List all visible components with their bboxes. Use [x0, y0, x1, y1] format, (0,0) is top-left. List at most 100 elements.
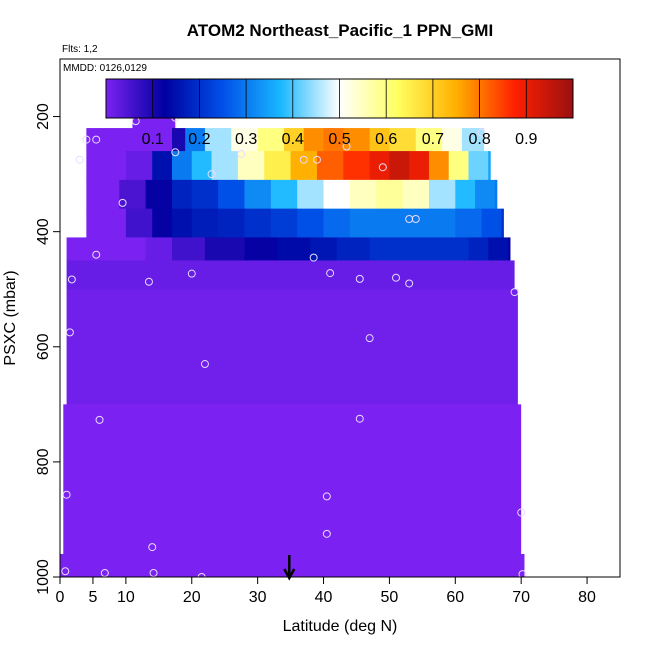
heatmap-cell — [244, 208, 272, 238]
heatmap-cell — [415, 128, 443, 152]
heatmap-cell — [310, 237, 338, 261]
heatmap-cell — [369, 237, 404, 261]
heatmap-cell — [191, 208, 219, 238]
heatmap-cell — [481, 128, 485, 152]
heatmap-cell — [218, 179, 245, 210]
observation-point — [200, 360, 209, 369]
heatmap-cell — [290, 151, 318, 181]
heatmap-cell — [125, 151, 153, 181]
observation-point — [322, 492, 331, 501]
observation-point — [363, 579, 370, 586]
chart-title: ATOM2 Northeast_Pacific_1 PPN_GMI — [187, 21, 493, 40]
heatmap-cell — [501, 208, 504, 238]
observation-point — [392, 273, 400, 282]
heatmap-cell — [297, 179, 325, 210]
heatmap-cell — [145, 179, 173, 210]
observation-point — [171, 148, 180, 157]
colorbar-ticks: 0.1 0.2 0.3 0.4 0.5 0.6 0.7 0.8 0.9 — [142, 79, 538, 148]
y-tick-label: 600 — [35, 333, 52, 360]
heatmap-cell — [475, 179, 496, 210]
observation-point — [518, 570, 527, 577]
heatmap-cell — [402, 237, 437, 261]
observation-point — [517, 508, 526, 517]
observation-point — [149, 568, 158, 577]
heatmap-cell — [63, 404, 522, 555]
observation-point — [92, 135, 101, 144]
observation-point — [75, 155, 84, 164]
heatmap-cell — [494, 179, 498, 210]
colorbar-tick-label: 0.8 — [468, 131, 490, 148]
heatmap-cell — [468, 237, 489, 261]
y-tick-label: 400 — [35, 218, 52, 245]
x-tick-label: 5 — [88, 589, 97, 606]
date-label: MMDD: 0126,0129 — [63, 63, 147, 74]
heatmap-cell — [86, 151, 127, 181]
heatmap-cell — [284, 128, 305, 152]
heatmap-cell — [172, 151, 193, 181]
heatmap-cell — [125, 208, 153, 238]
observation-point — [187, 269, 196, 278]
observation-point — [144, 277, 153, 286]
heatmap-cell — [376, 179, 404, 210]
heatmap-cell — [468, 151, 489, 181]
heatmap-cell — [323, 128, 344, 152]
heatmap-cell — [481, 208, 502, 238]
colorbar-tick-label: 0.6 — [375, 131, 397, 148]
colorbar-tick-label: 0.9 — [515, 131, 537, 148]
observation-point — [197, 573, 206, 577]
heatmap-cell — [66, 260, 515, 290]
heatmap-cell — [402, 208, 430, 238]
flights-label: Flts: 1,2 — [62, 44, 98, 55]
colorbar-tick-label: 0.4 — [282, 131, 304, 148]
heatmap-cell — [455, 179, 476, 210]
x-tick-label: 70 — [512, 589, 530, 606]
heatmap-cell — [323, 179, 351, 210]
heatmap-cell — [455, 208, 483, 238]
observation-point — [92, 250, 101, 259]
heatmap-cell — [172, 208, 193, 238]
heatmap-cell — [389, 151, 410, 181]
colorbar-tick-label: 0.3 — [235, 131, 257, 148]
heatmap-cell — [66, 289, 518, 405]
observation-point — [322, 529, 331, 538]
heatmap-cell — [218, 208, 245, 238]
x-tick-label: 0 — [56, 589, 65, 606]
heatmap-cell — [316, 151, 344, 181]
heatmap-cell — [349, 208, 377, 238]
colorbar-tick-label: 0.5 — [328, 131, 350, 148]
heatmap-layer — [60, 99, 525, 577]
heatmap-cell — [428, 208, 456, 238]
observation-point — [299, 155, 308, 164]
observation-point — [118, 198, 127, 207]
observation-point — [433, 576, 438, 577]
heatmap-cell — [86, 208, 127, 238]
heatmap-cell — [323, 208, 351, 238]
observation-point — [411, 215, 420, 224]
y-axis: 200 400 600 800 1000 — [35, 103, 60, 595]
observation-point — [62, 490, 71, 499]
heatmap-cell — [191, 179, 219, 210]
x-tick-label: 20 — [183, 589, 201, 606]
heatmap-cell — [86, 128, 173, 152]
heatmap-cell — [402, 179, 430, 210]
heatmap-cell — [376, 208, 404, 238]
heatmap-cell — [257, 128, 285, 152]
y-axis-label: PSXC (mbar) — [2, 270, 19, 365]
observation-point — [61, 567, 70, 576]
heatmap-cell — [488, 151, 491, 181]
x-tick-label: 10 — [117, 589, 135, 606]
heatmap-cell — [435, 237, 469, 261]
x-tick-label: 60 — [446, 589, 464, 606]
heatmap-cell — [244, 237, 278, 261]
heatmap-cell — [270, 208, 298, 238]
heatmap-cell — [60, 553, 525, 577]
heatmap-cell — [277, 237, 311, 261]
heatmap-cell — [428, 179, 456, 210]
observation-point — [237, 149, 246, 158]
y-tick-label: 1000 — [35, 559, 52, 595]
heatmap-cell — [231, 128, 259, 152]
heatmap-cell — [172, 237, 206, 261]
heatmap-cell — [191, 151, 213, 181]
heatmap-cell — [461, 128, 483, 152]
heatmap-cell — [488, 237, 509, 261]
